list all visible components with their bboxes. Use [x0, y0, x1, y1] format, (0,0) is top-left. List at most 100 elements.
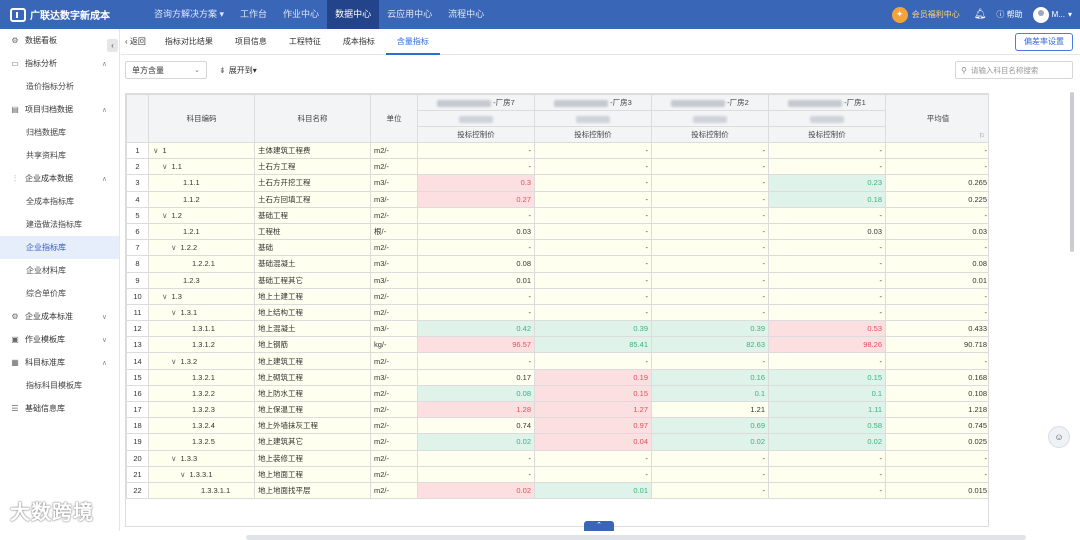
table-row[interactable]: 18 1.3.2.4 地上外墙抹灰工程 m2/- 0.74 0.97 0.69 0.58 0.7… — [126, 417, 988, 435]
table-row[interactable]: 13 1.3.1.2 地上钢筋 kg/- 96.57 85.41 82.63 98.26 90.… — [126, 336, 988, 354]
row-code: 1.3.3.1.1 — [148, 481, 255, 500]
row-value: - — [417, 287, 535, 305]
table-row[interactable]: 22 1.3.3.1.1 地上地面找平层 m2/- 0.02 0.01- -0.015 — [126, 481, 988, 500]
table-row[interactable]: 11 ∨ 1.3.1 地上结构工程 m2/- - - - - - — [126, 303, 988, 322]
row-unit: m3/- — [370, 255, 418, 273]
row-toggle-icon[interactable]: ∨ — [171, 243, 177, 253]
sidebar-item-full-cost-index[interactable]: 全成本指标库 — [0, 190, 119, 213]
table-row[interactable]: 7 ∨ 1.2.2 基础 m2/- - - - - - — [126, 239, 988, 257]
sidebar-item-shared-library[interactable]: 共享资料库 — [0, 144, 119, 167]
subject-search-input[interactable]: ⚲ 请输入科目名称搜索 — [955, 61, 1073, 79]
tab-cost-indicators[interactable]: 成本指标 — [342, 36, 375, 46]
nav-solutions[interactable]: 咨询方解决方案 ▾ — [154, 9, 225, 19]
user-avatar[interactable] — [1032, 6, 1049, 23]
nav-workbench[interactable]: 工作台 — [240, 9, 268, 19]
sidebar-item-indicator-analysis[interactable]: ▭ 指标分析 ∧ — [0, 52, 119, 75]
sidebar-item-project-archive[interactable]: ▤ 项目归档数据 ∧ — [0, 98, 119, 121]
row-value: - — [651, 190, 769, 208]
tab-engineering-features[interactable]: 工程特征 — [288, 36, 321, 46]
row-unit: m2/- — [370, 239, 418, 257]
nav-data-center[interactable]: 数据中心 — [327, 0, 380, 29]
table-row[interactable]: 15 1.3.2.1 地上砌筑工程 m3/- 0.17 0.19 0.16 0.15 0.168 — [126, 368, 988, 386]
quantity-type-select[interactable]: 单方含量 ⌄ — [125, 61, 207, 79]
table-row[interactable]: 10 ∨ 1.3 地上土建工程 m2/- - - - - - — [126, 287, 988, 305]
sidebar-collapse-button[interactable]: ‹ — [107, 39, 118, 52]
table-row[interactable]: 20 ∨ 1.3.3 地上装修工程 m2/- - - - - - — [126, 449, 988, 467]
sidebar-item-task-templates[interactable]: ▣ 作业模板库 ∨ — [0, 328, 119, 351]
table-row[interactable]: 3 1.1.1 土石方开挖工程 m3/- 0.3- -0.23 0.265 — [126, 174, 988, 192]
row-average: - — [885, 206, 988, 224]
row-toggle-icon[interactable]: ∨ — [162, 162, 168, 172]
sidebar-item-enterprise-cost-standard[interactable]: ⚙ 企业成本标准 ∨ — [0, 305, 119, 328]
sidebar-item-archive-db[interactable]: 归档数据库 — [0, 121, 119, 144]
sidebar-item-enterprise-materials[interactable]: 企业材料库 — [0, 259, 119, 282]
sidebar-item-dashboard[interactable]: ⚙ 数据看板 — [0, 29, 119, 52]
row-toggle-icon[interactable]: ∨ — [171, 307, 177, 317]
table-row[interactable]: 9 1.2.3 基础工程其它 m3/- 0.01- - -0.01 — [126, 271, 988, 289]
table-row[interactable]: 16 1.3.2.2 地上防水工程 m2/- 0.08 0.15 0.1 0.1 0.108 — [126, 384, 988, 403]
nav-cloud-apps[interactable]: 云应用中心 — [387, 9, 433, 19]
horizontal-scrollbar[interactable] — [246, 535, 1026, 540]
sidebar-item-construction-method-index[interactable]: 建造做法指标库 — [0, 213, 119, 236]
row-toggle-icon[interactable]: ∨ — [162, 291, 168, 301]
row-toggle-icon[interactable]: ∨ — [171, 453, 177, 463]
table-row[interactable]: 1 ∨ 1 主体建筑工程费 m2/- - - - - - — [126, 141, 988, 160]
row-toggle-icon[interactable]: ∨ — [180, 469, 186, 479]
flag-icon[interactable]: ⚐ — [978, 133, 985, 140]
assistant-float-icon[interactable]: ☺ — [1048, 426, 1070, 448]
nav-task-center[interactable]: 作业中心 — [283, 9, 320, 19]
bottom-expand-handle[interactable]: ⌃ — [584, 521, 614, 531]
table-row[interactable]: 17 1.3.2.3 地上保温工程 m2/- 1.28 1.27 1.21 1.11 1.218 — [126, 400, 988, 419]
sidebar-item-label: 数据看板 — [25, 36, 57, 45]
bell-icon[interactable]: 🔔︎ — [973, 9, 987, 20]
sidebar-item-cost-indicator-analysis[interactable]: 造价指标分析 — [0, 75, 119, 98]
row-toggle-icon[interactable]: ∨ — [153, 146, 159, 156]
row-value: 0.97 — [534, 417, 652, 435]
brand-logo[interactable]: 广联达数字新成本 — [10, 7, 130, 22]
table-row[interactable]: 21 ∨ 1.3.3.1 地上地面工程 m2/- - - - - - — [126, 465, 988, 483]
vertical-scrollbar[interactable] — [1070, 92, 1074, 252]
row-value: 0.23 — [768, 174, 886, 192]
table-row[interactable]: 8 1.2.2.1 基础混凝土 m3/- 0.08- - -0.08 — [126, 255, 988, 273]
user-name[interactable]: M... — [1051, 10, 1065, 19]
row-value: 0.02 — [651, 433, 769, 451]
tab-compare-result[interactable]: 指标对比结果 — [164, 36, 213, 46]
member-benefits-link[interactable]: 会员福利中心 — [911, 10, 960, 19]
row-average: 0.01 — [885, 271, 988, 289]
sidebar-item-unit-price-library[interactable]: 综合单价库 — [0, 282, 119, 305]
table-row[interactable]: 19 1.3.2.5 地上建筑其它 m2/- 0.02 0.04 0.02 0.02 0.025 — [126, 433, 988, 451]
tab-quantity-indicators[interactable]: 含量指标 — [385, 29, 440, 55]
table-row[interactable]: 12 1.3.1.1 地上混凝土 m3/- 0.42 0.39 0.39 0.53 0.433 — [126, 320, 988, 338]
row-value: - — [534, 190, 652, 208]
row-toggle-icon[interactable]: ∨ — [162, 210, 168, 220]
sidebar-item-subject-templates[interactable]: 指标科目模板库 — [0, 374, 119, 397]
table-row[interactable]: 4 1.1.2 土石方回填工程 m3/- 0.27- -0.18 0.225 — [126, 190, 988, 208]
member-gift-icon[interactable]: ✦ — [891, 6, 908, 23]
row-value: - — [534, 255, 652, 273]
row-name: 地上外墙抹灰工程 — [254, 417, 371, 435]
user-menu-chevron-icon[interactable]: ▾ — [1067, 10, 1072, 19]
sidebar-item-enterprise-index[interactable]: 企业指标库 — [0, 236, 119, 259]
deviation-settings-button[interactable]: 偏差率设置 — [1015, 33, 1073, 51]
sidebar-item-base-info[interactable]: ☰ 基础信息库 — [0, 397, 119, 420]
row-code: 1.1.1 — [148, 174, 255, 192]
row-value: 1.11 — [768, 400, 886, 419]
table-row[interactable]: 14 ∨ 1.3.2 地上建筑工程 m2/- - - - - - — [126, 352, 988, 370]
row-code: 1.1.2 — [148, 190, 255, 208]
back-button[interactable]: ‹ 返回 — [125, 36, 146, 47]
sidebar-item-label: 基础信息库 — [25, 404, 65, 413]
table-row[interactable]: 5 ∨ 1.2 基础工程 m2/- - - - - - — [126, 206, 988, 224]
row-index: 19 — [126, 433, 149, 451]
sidebar-item-subject-standard[interactable]: ▦ 科目标准库 ∧ — [0, 351, 119, 374]
sidebar-item-label: 作业模板库 — [25, 335, 65, 344]
row-toggle-icon[interactable]: ∨ — [171, 356, 177, 366]
help-link[interactable]: ⓘ 帮助 — [996, 9, 1022, 20]
nav-process-center[interactable]: 流程中心 — [448, 9, 485, 19]
expand-to-dropdown[interactable]: ⇟ 展开到 ▾ — [219, 65, 257, 76]
tab-project-info[interactable]: 项目信息 — [234, 36, 267, 46]
row-code: ∨ 1.1 — [148, 158, 255, 176]
row-average: - — [885, 449, 988, 467]
table-row[interactable]: 6 1.2.1 工程桩 根/- 0.03- -0.03 0.03 — [126, 222, 988, 241]
table-row[interactable]: 2 ∨ 1.1 土石方工程 m2/- - - - - - — [126, 158, 988, 176]
sidebar-item-enterprise-cost-data[interactable]: ⫶ 企业成本数据 ∧ — [0, 167, 119, 190]
